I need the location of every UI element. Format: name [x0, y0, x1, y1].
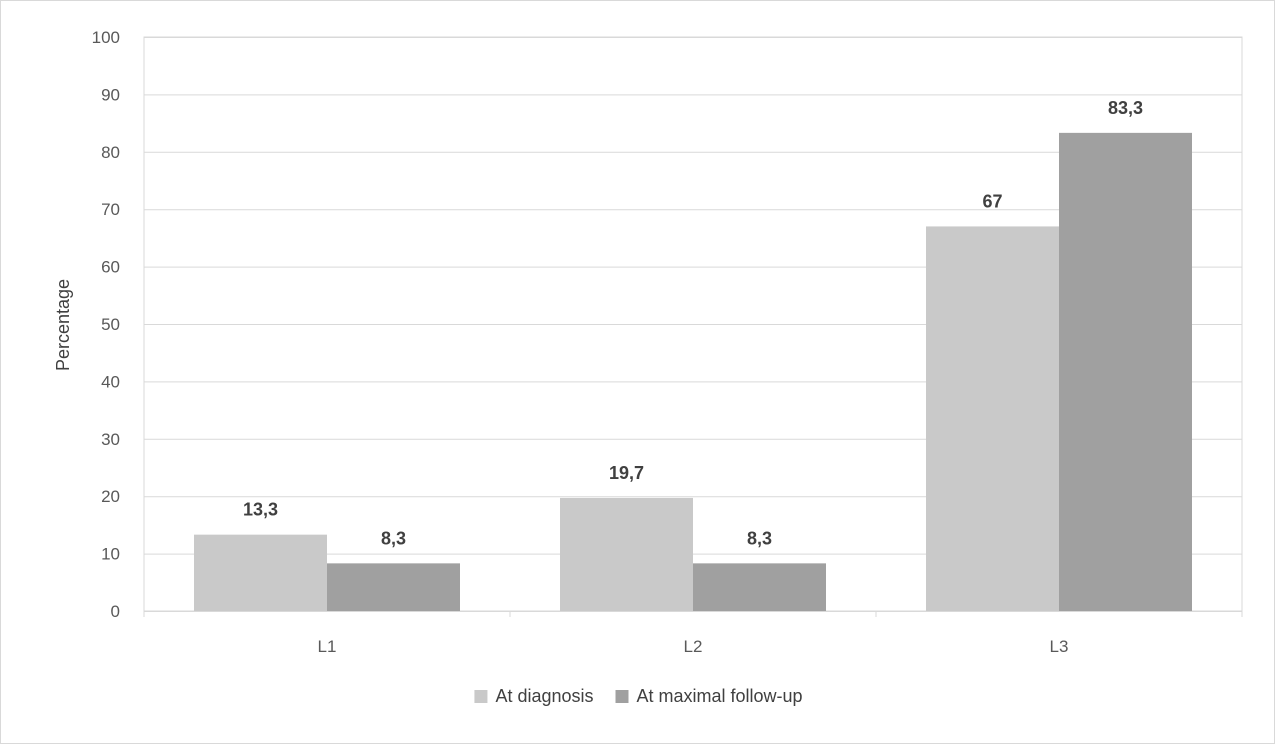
bar-l3-series-1	[926, 226, 1059, 612]
legend-label-series-1: At diagnosis	[495, 686, 593, 706]
bar-l1-series-1	[194, 534, 327, 611]
data-label-l1-series-2: 8,3	[381, 528, 406, 548]
legend-swatch-series-2	[615, 690, 629, 703]
x-tick-label-l2: L2	[684, 637, 703, 656]
y-tick-label-50: 50	[101, 315, 120, 334]
data-label-l2-series-1: 19,7	[609, 463, 644, 483]
y-tick-label-90: 90	[101, 85, 120, 104]
y-tick-label-0: 0	[111, 602, 120, 621]
y-tick-label-60: 60	[101, 258, 120, 277]
bars	[194, 132, 1192, 612]
y-tick-label-20: 20	[101, 487, 120, 506]
legend-swatch-series-1	[474, 690, 488, 703]
x-tick-label-l3: L3	[1050, 637, 1069, 656]
legend-label-series-2: At maximal follow-up	[637, 686, 803, 706]
y-tick-label-40: 40	[101, 372, 120, 391]
bar-l2-series-1	[560, 497, 693, 611]
axes: 0 10 20 30 40 50 60 70 80 90 100 L1 L2 L3	[92, 28, 1243, 656]
bar-l2-series-2	[693, 563, 826, 611]
y-tick-label-30: 30	[101, 430, 120, 449]
data-label-l3-series-1: 67	[982, 191, 1002, 211]
y-tick-label-80: 80	[101, 143, 120, 162]
bar-l3-series-2	[1059, 132, 1192, 611]
data-label-l2-series-2: 8,3	[747, 528, 772, 548]
legend: At diagnosis At maximal follow-up	[474, 686, 803, 706]
data-labels: 13,3 8,3 19,7 8,3 67 83,3	[243, 98, 1143, 548]
data-label-l3-series-2: 83,3	[1108, 98, 1143, 118]
y-tick-label-10: 10	[101, 545, 120, 564]
y-tick-label-70: 70	[101, 200, 120, 219]
y-tick-label-100: 100	[92, 28, 120, 47]
x-tick-label-l1: L1	[318, 637, 337, 656]
y-axis-title: Percentage	[53, 279, 73, 371]
data-label-l1-series-1: 13,3	[243, 500, 278, 520]
bar-l1-series-2	[327, 563, 460, 611]
